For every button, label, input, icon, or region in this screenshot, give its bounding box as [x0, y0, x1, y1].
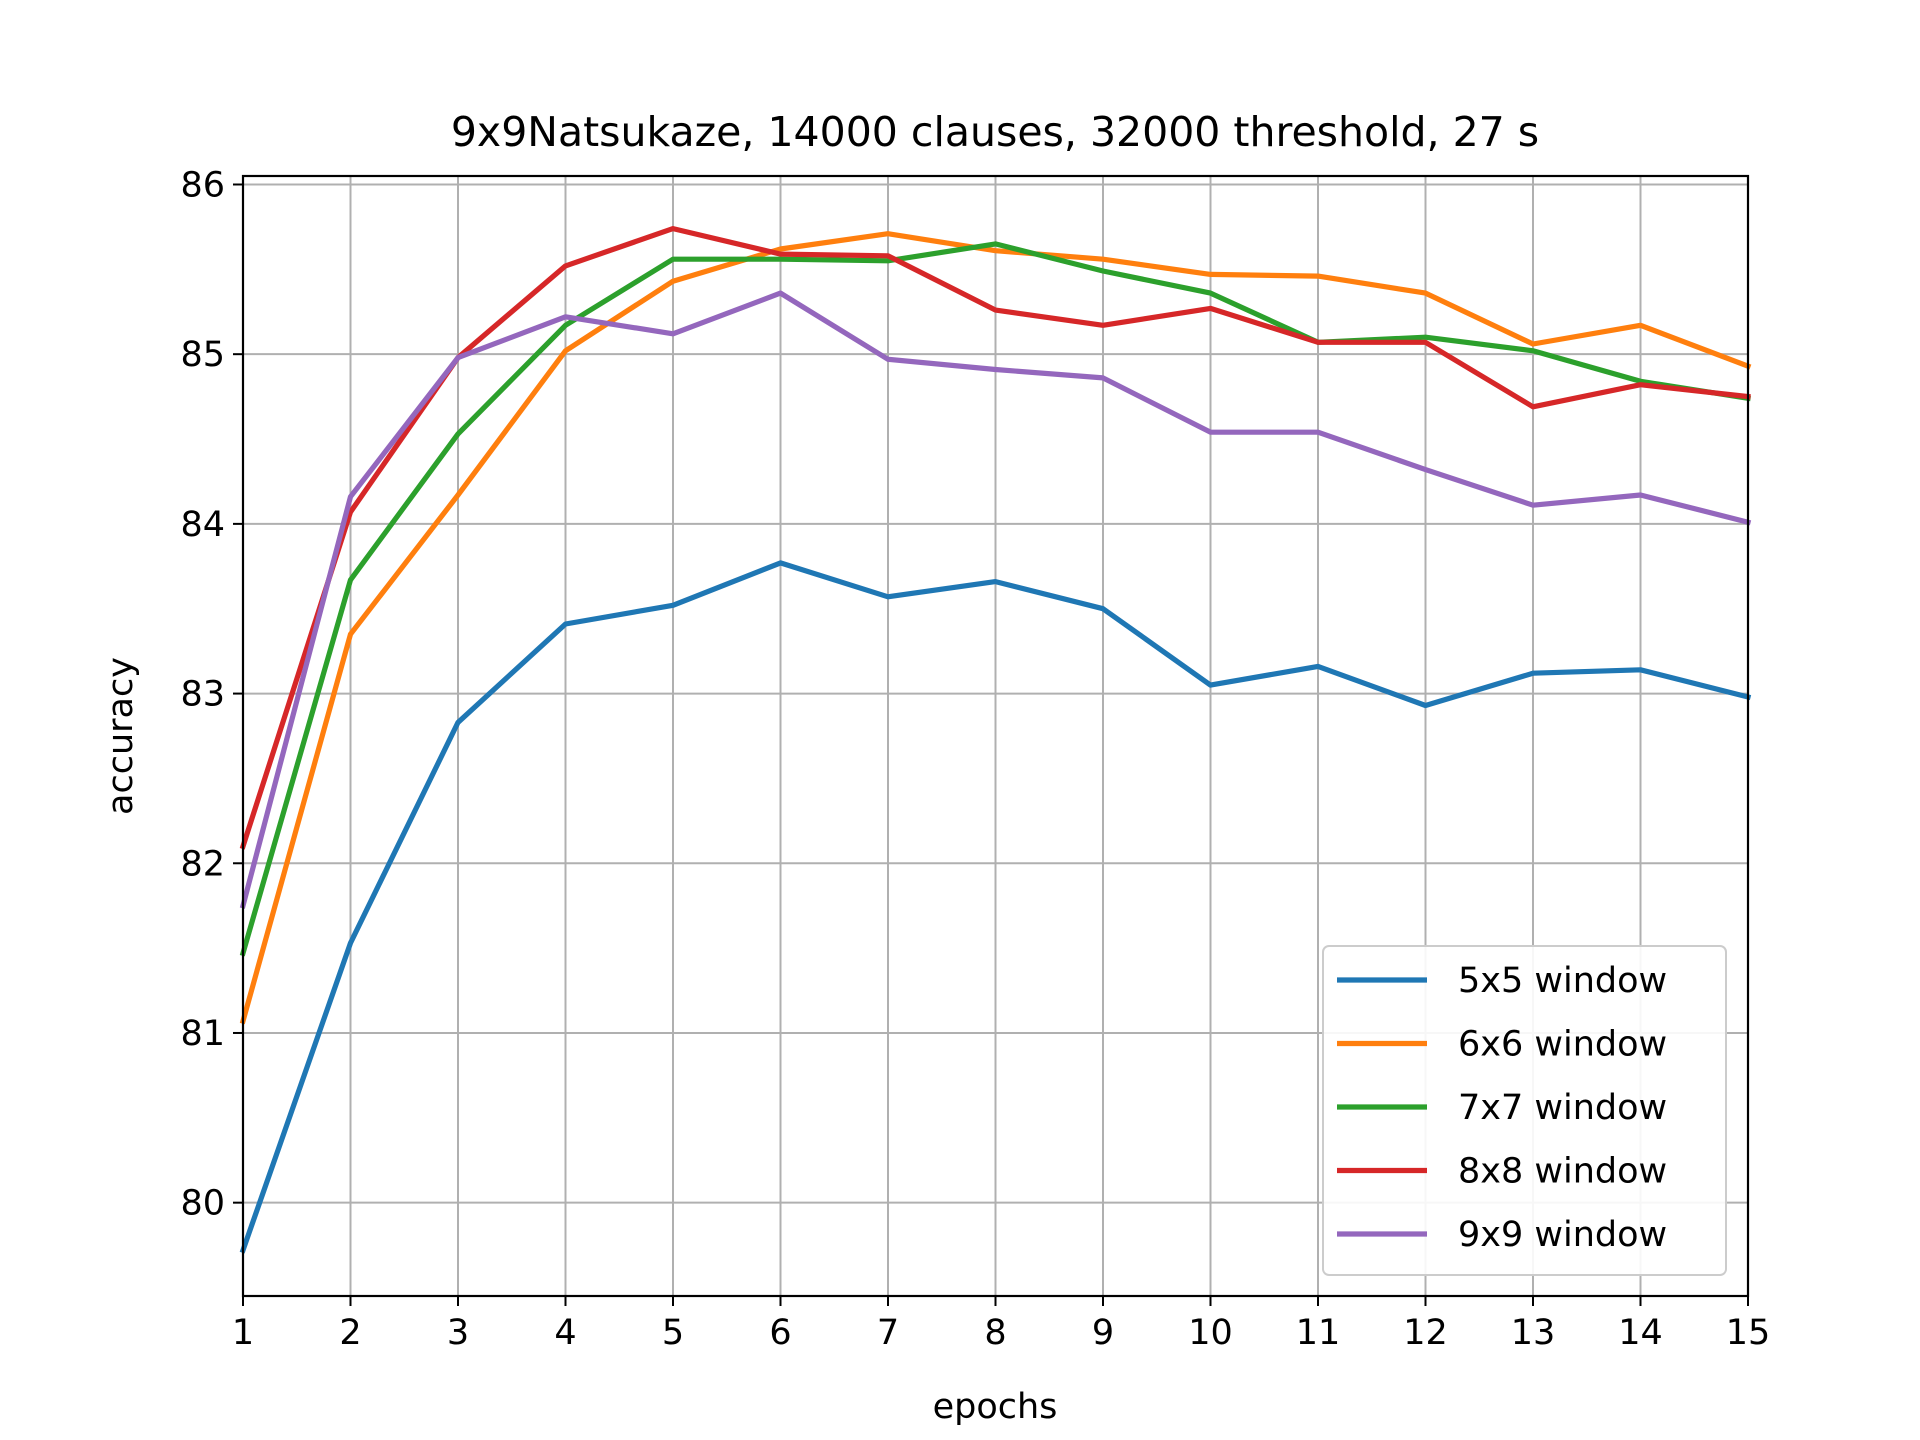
y-tick-label: 80 — [180, 1184, 225, 1224]
x-tick-label: 6 — [769, 1313, 791, 1353]
legend-label: 8x8 window — [1458, 1152, 1667, 1192]
x-tick-label: 8 — [984, 1313, 1006, 1353]
y-tick-label: 84 — [180, 505, 225, 545]
x-tick-label: 11 — [1296, 1313, 1341, 1353]
x-tick-label: 4 — [554, 1313, 576, 1353]
y-axis-label: accuracy — [101, 657, 141, 815]
y-tick-label: 81 — [180, 1014, 225, 1054]
series-line — [239, 231, 1752, 1025]
legend-label: 7x7 window — [1458, 1088, 1667, 1128]
series-line — [239, 290, 1752, 909]
x-tick-label: 9 — [1092, 1313, 1114, 1353]
x-tick-label: 1 — [232, 1313, 254, 1353]
x-axis-label: epochs — [933, 1387, 1058, 1427]
x-tick-label: 3 — [447, 1313, 469, 1353]
chart-title: 9x9Natsukaze, 14000 clauses, 32000 thres… — [451, 108, 1539, 156]
y-tick-label: 83 — [180, 675, 225, 715]
y-axis-ticks: 80 81 82 83 84 85 86 — [180, 165, 243, 1224]
x-tick-label: 15 — [1726, 1313, 1771, 1353]
legend: 5x5 window 6x6 window 7x7 window 8x8 window… — [1322, 945, 1727, 1276]
legend-label: 5x5 window — [1458, 961, 1667, 1001]
legend-box — [1322, 945, 1727, 1276]
legend-label: 9x9 window — [1458, 1215, 1667, 1255]
series-line — [239, 226, 1751, 850]
x-axis-ticks: 1 2 3 4 5 6 7 8 9 10 11 12 13 14 15 — [232, 1296, 1770, 1353]
x-tick-label: 13 — [1511, 1313, 1556, 1353]
series-line — [239, 560, 1752, 1254]
series-line — [239, 241, 1751, 957]
y-tick-label: 82 — [180, 844, 225, 884]
y-tick-label: 86 — [180, 165, 225, 205]
y-tick-label: 85 — [180, 335, 225, 375]
x-tick-label: 14 — [1618, 1313, 1663, 1353]
x-tick-label: 10 — [1188, 1313, 1233, 1353]
x-tick-label: 7 — [877, 1313, 899, 1353]
series-lines — [239, 226, 1752, 1254]
legend-label: 6x6 window — [1458, 1025, 1667, 1065]
x-tick-label: 5 — [662, 1313, 684, 1353]
x-tick-label: 2 — [339, 1313, 361, 1353]
x-tick-label: 12 — [1403, 1313, 1448, 1353]
